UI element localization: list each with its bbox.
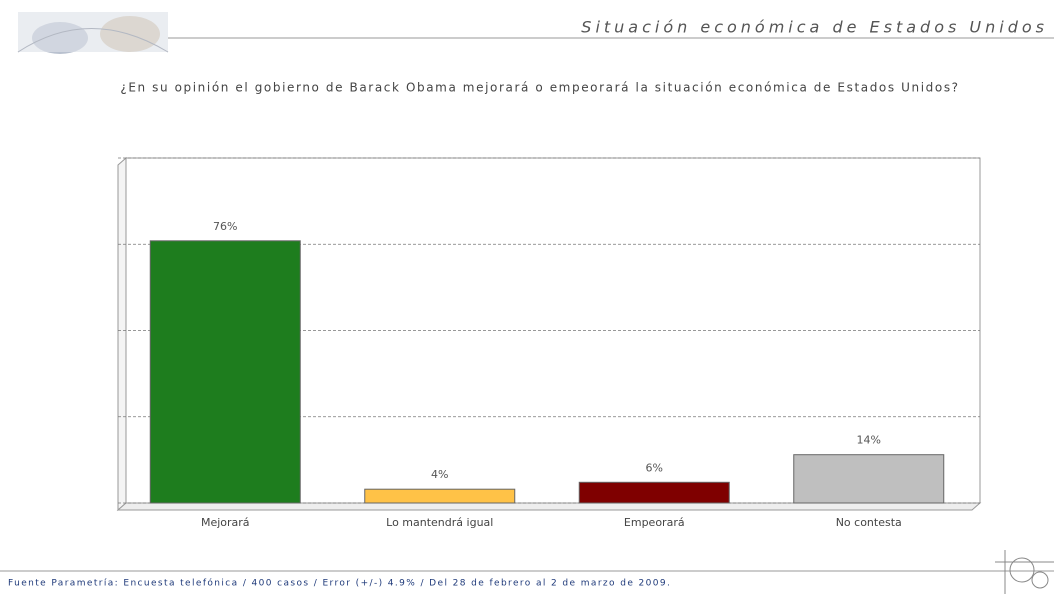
x-tick-label: Lo mantendrá igual bbox=[386, 516, 493, 529]
value-label: 4% bbox=[431, 468, 448, 481]
question: ¿En su opinión el gobierno de Barack Oba… bbox=[120, 81, 959, 95]
footer-source: Fuente Parametría: Encuesta telefónica /… bbox=[8, 578, 671, 589]
header-image bbox=[18, 12, 168, 54]
value-label: 6% bbox=[646, 461, 663, 474]
x-tick-label: Mejorará bbox=[201, 516, 250, 529]
value-label: 14% bbox=[857, 434, 881, 447]
bar bbox=[365, 489, 515, 503]
value-label: 76% bbox=[213, 220, 237, 233]
bar bbox=[150, 241, 300, 503]
page-title: Situación económica de Estados Unidos bbox=[581, 18, 1048, 37]
x-tick-label: No contesta bbox=[836, 516, 902, 529]
slide: Situación económica de Estados Unidos ¿E… bbox=[0, 0, 1054, 594]
logo bbox=[995, 550, 1054, 594]
x-tick-label: Empeorará bbox=[624, 516, 685, 529]
bar bbox=[794, 455, 944, 503]
bar bbox=[579, 482, 729, 503]
